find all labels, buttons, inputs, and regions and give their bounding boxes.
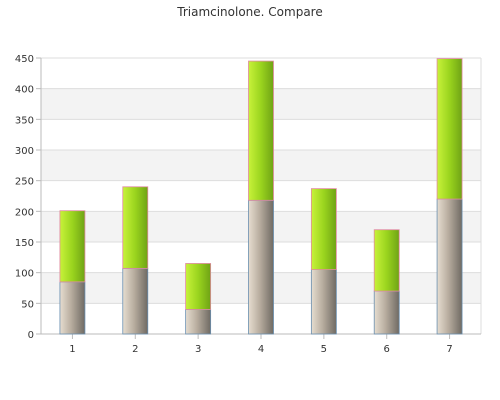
bar-segment-bottom-4 xyxy=(248,199,274,335)
y-tick-label: 100 xyxy=(15,269,34,280)
x-tick-label: 5 xyxy=(321,344,327,355)
bar-segment-top-5 xyxy=(310,188,337,270)
bar-segment-bottom-1 xyxy=(59,281,86,335)
x-tick-label: 2 xyxy=(132,344,138,355)
bar-segment-bottom-5 xyxy=(310,269,337,335)
y-tick-label: 0 xyxy=(28,330,34,341)
y-tick-label: 300 xyxy=(15,146,34,157)
y-tick-label: 200 xyxy=(15,207,34,218)
bar-segment-top-2 xyxy=(122,186,149,269)
bar-segment-bottom-6 xyxy=(373,290,400,335)
x-tick-label: 1 xyxy=(69,344,75,355)
chart-title: Triamcinolone. Compare xyxy=(177,5,323,19)
y-tick-label: 50 xyxy=(21,299,34,310)
bar-segment-top-6 xyxy=(373,229,400,292)
bar-segment-top-4 xyxy=(248,60,274,201)
x-tick-label: 4 xyxy=(258,344,264,355)
y-tick-label: 350 xyxy=(15,115,34,126)
bar-segment-bottom-7 xyxy=(436,198,463,335)
x-tick-label: 6 xyxy=(384,344,390,355)
bar-segment-bottom-2 xyxy=(122,267,149,335)
bar-segment-bottom-3 xyxy=(185,309,212,335)
y-tick-label: 400 xyxy=(15,85,34,96)
bar-segment-top-1 xyxy=(59,210,86,283)
y-tick-label: 450 xyxy=(15,54,34,65)
x-tick-label: 3 xyxy=(195,344,201,355)
y-tick-label: 250 xyxy=(15,177,34,188)
x-tick-label: 7 xyxy=(446,344,452,355)
y-tick-label: 150 xyxy=(15,238,34,249)
y-tick-labels: 0 50 100 150 200 250 300 350 400 450 xyxy=(15,54,34,341)
bars xyxy=(59,58,463,335)
x-tick-labels: 1 2 3 4 5 6 7 xyxy=(69,344,453,355)
bar-segment-top-7 xyxy=(436,58,463,200)
bar-segment-top-3 xyxy=(185,263,212,310)
